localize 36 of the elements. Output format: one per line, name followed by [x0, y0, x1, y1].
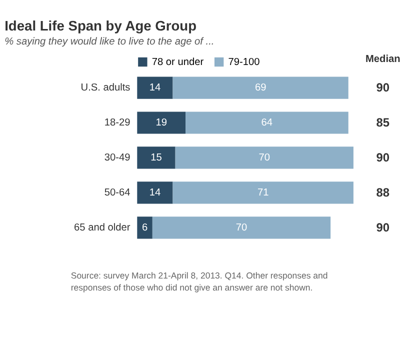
bar — [137, 182, 173, 204]
bar — [152, 216, 331, 239]
data-label: 6 — [142, 222, 148, 234]
data-label: 70 — [258, 152, 270, 164]
bar — [175, 146, 354, 169]
legend-label: 79-100 — [228, 56, 260, 68]
data-label: 70 — [236, 222, 248, 234]
y-tick-label: 18-29 — [104, 118, 131, 129]
chart-subtitle: % saying they would like to live to the age of ... — [4, 36, 214, 48]
text: 90 — [376, 220, 390, 234]
bar — [137, 146, 176, 169]
y-tick-label: 30-49 — [104, 152, 131, 164]
bar — [172, 76, 348, 99]
text: 88 — [376, 185, 390, 200]
bar — [186, 112, 348, 134]
y-tick-label: 65 and older — [74, 222, 131, 234]
text: Median — [365, 54, 400, 65]
bar — [172, 182, 354, 204]
text: 85 — [376, 115, 390, 130]
data-label: 19 — [156, 118, 168, 129]
y-tick-label: U.S. adults — [80, 82, 130, 94]
data-label: 14 — [149, 82, 161, 94]
legend-label: 78 or under — [152, 56, 204, 68]
data-label: 64 — [261, 118, 273, 129]
bar — [137, 216, 152, 239]
data-label: 71 — [257, 187, 270, 198]
data-label: 15 — [150, 152, 162, 164]
text: 90 — [376, 150, 390, 164]
chart-title: Ideal Life Span by Age Group — [4, 18, 197, 34]
source-note: Source: survey March 21-April 8, 2013. Q14. Other responses and responses of those who did not give an answer are not shown. — [70, 270, 328, 292]
y-tick-label: 50-64 — [104, 187, 131, 198]
data-label: 69 — [254, 82, 267, 94]
text: 90 — [376, 80, 390, 94]
data-label: 14 — [149, 187, 161, 198]
bar — [137, 112, 186, 134]
bar — [137, 76, 173, 99]
